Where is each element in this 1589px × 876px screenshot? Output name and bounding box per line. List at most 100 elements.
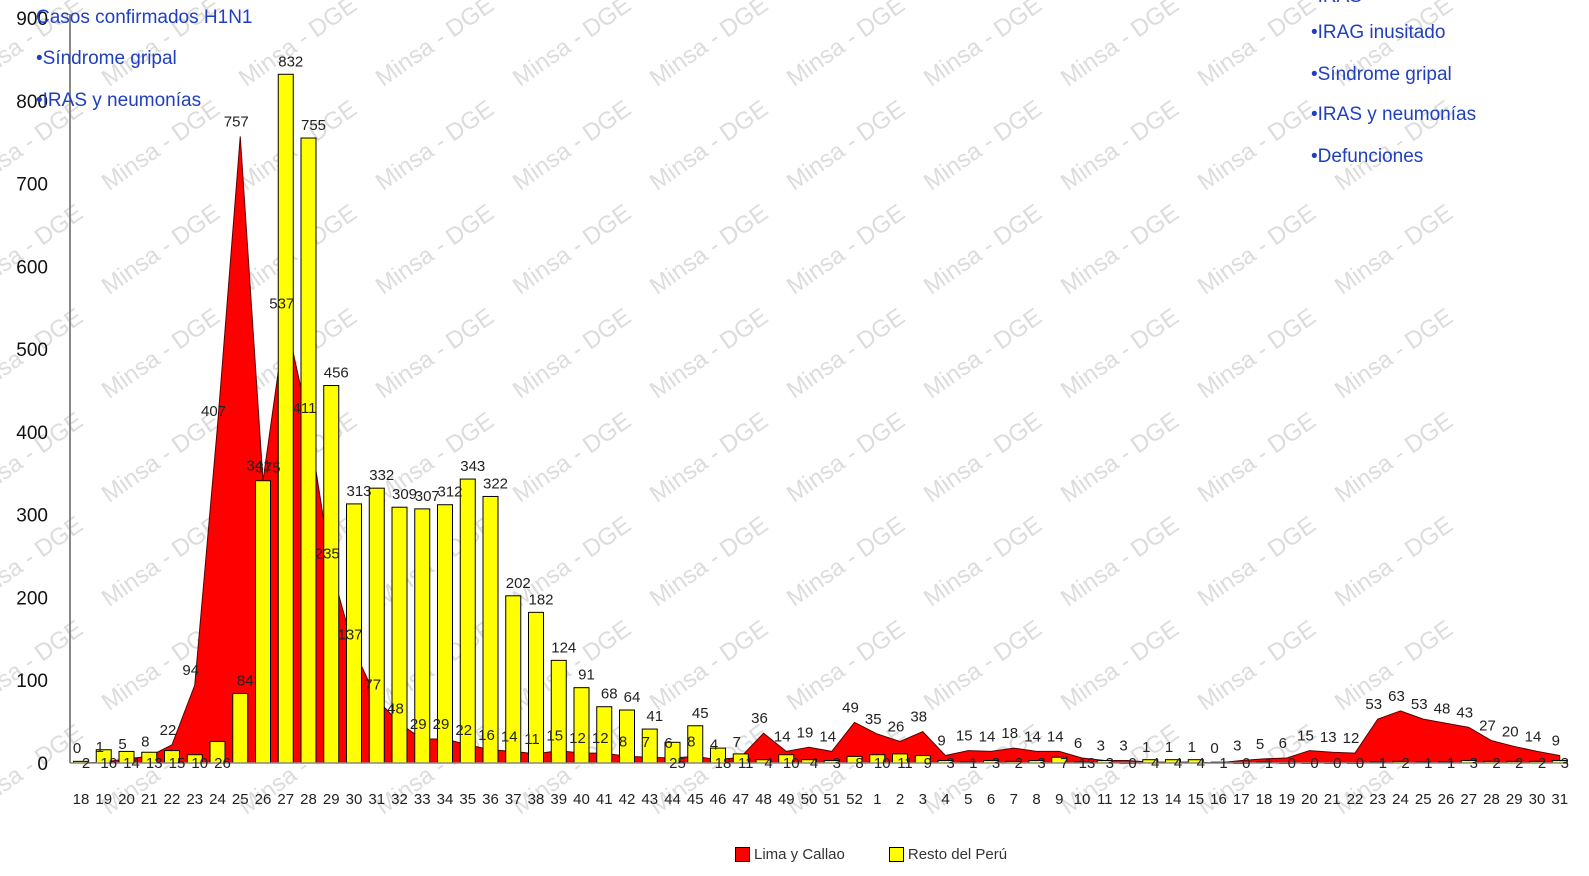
x-tick-label: 22 (1347, 791, 1364, 808)
x-tick-label: 2 (896, 791, 904, 808)
x-tick-label: 29 (323, 791, 340, 808)
x-tick-label: 31 (368, 791, 385, 808)
data-label-lima: 49 (842, 699, 859, 716)
data-label-resto: 309 (392, 486, 417, 503)
data-label-resto: 375 (255, 460, 280, 477)
x-tick-label: 33 (414, 791, 431, 808)
x-tick-label: 3 (919, 791, 927, 808)
x-tick-label: 25 (232, 791, 249, 808)
x-tick-label: 45 (687, 791, 704, 808)
data-label-resto: 2 (82, 755, 90, 772)
x-tick-label: 31 (1551, 791, 1568, 808)
data-label-lima: 11 (524, 731, 540, 748)
data-label-lima: 16 (478, 727, 495, 744)
legend-swatch-resto (888, 847, 904, 862)
y-tick-label: 200 (16, 588, 48, 609)
data-label-resto: 0 (1128, 755, 1136, 772)
data-label-lima: 43 (1456, 704, 1473, 721)
note-iras: •IRAS (1311, 0, 1362, 8)
data-label-lima: 1 (1165, 739, 1173, 756)
x-tick-label: 18 (1256, 791, 1273, 808)
x-tick-label: 23 (1369, 791, 1386, 808)
data-label-lima: 22 (455, 722, 472, 739)
note-irag-inusitado: •IRAG inusitado (1311, 22, 1446, 43)
data-label-resto: 3 (1470, 755, 1478, 772)
data-label-resto: 0 (1356, 755, 1364, 772)
data-label-lima: 235 (315, 545, 340, 562)
note-defunciones: •Defunciones (1311, 146, 1424, 167)
data-label-lima: 0 (73, 740, 81, 757)
data-label-lima: 3 (1097, 738, 1105, 755)
chart-legend: Lima y Callao Resto del Perú (735, 846, 1007, 863)
data-label-resto: 313 (346, 483, 371, 500)
data-label-resto: 3 (992, 755, 1000, 772)
x-tick-label: 48 (755, 791, 772, 808)
data-label-resto: 456 (324, 365, 349, 382)
data-label-lima: 38 (910, 709, 927, 726)
data-label-lima: 20 (1502, 723, 1519, 740)
data-label-resto: 312 (437, 484, 462, 501)
data-label-lima: 48 (1434, 700, 1451, 717)
x-tick-label: 12 (1119, 791, 1136, 808)
x-tick-label: 21 (141, 791, 158, 808)
data-label-resto: 4 (810, 755, 818, 772)
x-tick-label: 6 (987, 791, 995, 808)
x-tick-label: 17 (1233, 791, 1250, 808)
y-tick-label: 900 (16, 9, 48, 30)
x-tick-label: 14 (1165, 791, 1182, 808)
data-label-resto: 332 (369, 467, 394, 484)
data-label-resto: 7 (1060, 755, 1068, 772)
bar-resto (550, 659, 567, 764)
data-label-lima: 14 (819, 728, 836, 745)
bar-resto (323, 385, 340, 764)
data-label-lima: 53 (1411, 696, 1428, 713)
legend-label-resto: Resto del Perú (907, 846, 1008, 863)
data-label-lima: 9 (1552, 733, 1560, 750)
y-tick-label: 700 (16, 175, 48, 196)
data-label-lima: 15 (956, 728, 973, 745)
x-tick-label: 42 (619, 791, 636, 808)
x-tick-label: 29 (1506, 791, 1523, 808)
data-label-lima: 48 (387, 700, 404, 717)
data-label-lima: 5 (1256, 736, 1264, 753)
x-tick-label: 49 (778, 791, 795, 808)
legend-label-lima: Lima y Callao (754, 846, 845, 863)
x-tick-label: 32 (391, 791, 408, 808)
legend-swatch-lima (735, 847, 750, 862)
x-tick-label: 41 (596, 791, 613, 808)
data-label-resto: 68 (601, 686, 618, 703)
data-label-resto: 832 (278, 53, 303, 70)
x-tick-label: 43 (641, 791, 658, 808)
data-label-resto: 25 (669, 755, 686, 772)
x-tick-label: 52 (846, 791, 863, 808)
data-label-resto: 343 (460, 458, 485, 475)
data-label-lima: 1 (1142, 739, 1150, 756)
data-label-resto: 1 (1265, 755, 1273, 772)
data-label-resto: 307 (415, 488, 440, 505)
bar-resto (277, 73, 294, 764)
x-tick-label: 51 (823, 791, 840, 808)
data-label-resto: 4 (1174, 755, 1182, 772)
data-label-lima: 14 (1047, 728, 1064, 745)
data-label-lima: 12 (1343, 730, 1360, 747)
data-label-resto: 15 (169, 755, 186, 772)
data-label-lima: 14 (501, 728, 518, 745)
data-label-resto: 0 (1333, 755, 1341, 772)
data-label-lima: 4 (710, 737, 718, 754)
data-label-lima: 13 (1320, 729, 1337, 746)
data-label-resto: 18 (715, 755, 732, 772)
data-label-lima: 8 (619, 733, 627, 750)
x-tick-label: 26 (1438, 791, 1455, 808)
note-iras-neumonias-left: •IRAS y neumonías (36, 90, 202, 111)
data-label-resto: 3 (1037, 755, 1045, 772)
x-tick-label: 44 (664, 791, 681, 808)
data-label-resto: 91 (578, 667, 595, 684)
data-label-resto: 4 (764, 755, 772, 772)
bar-resto (482, 495, 499, 764)
data-label-resto: 2 (1492, 755, 1500, 772)
data-label-lima: 18 (1001, 725, 1018, 742)
bar-resto (391, 506, 408, 764)
y-tick-label: 600 (16, 257, 48, 278)
data-label-resto: 3 (1106, 755, 1114, 772)
x-tick-label: 27 (1460, 791, 1477, 808)
